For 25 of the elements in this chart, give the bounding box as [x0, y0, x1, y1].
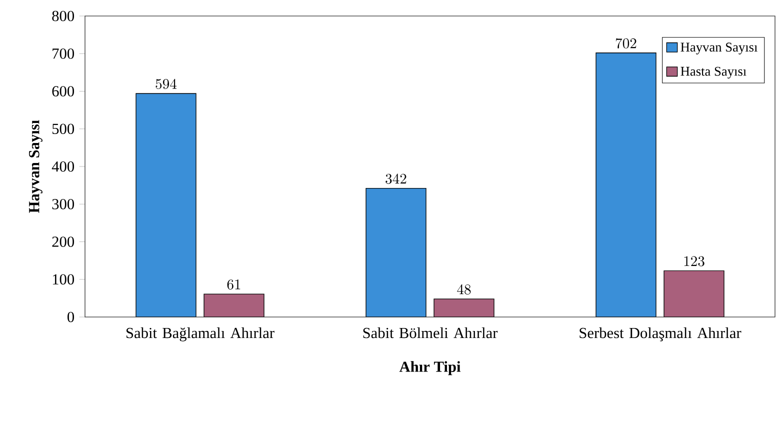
data-label: 702 — [616, 38, 636, 48]
y-tick-label: 0 — [68, 312, 74, 322]
y-tick-label: 700 — [52, 48, 74, 59]
data-label: 123 — [684, 256, 704, 266]
x-tick-label: Sabit Bölmeli Ahırlar — [363, 327, 498, 338]
data-label: 594 — [156, 78, 177, 90]
y-tick-label: 300 — [52, 198, 74, 210]
legend-label: Hasta Sayısı — [680, 66, 746, 79]
x-tick-label: Serbest Dolaşmalı Ahırlar — [580, 327, 742, 342]
bar — [434, 298, 494, 317]
bar — [204, 294, 264, 317]
x-axis-title: Ahır Tipi — [399, 361, 461, 376]
data-label: 342 — [386, 174, 406, 184]
y-tick-label: 600 — [52, 86, 74, 96]
y-tick-label: 500 — [52, 124, 74, 134]
y-tick-label: 400 — [52, 161, 74, 172]
legend-label: Hayvan Sayısı — [680, 42, 758, 54]
y-axis-title: Hayvan Sayısı — [29, 120, 42, 213]
x-tick-label: Sabit Bağlamalı Ahırlar — [126, 327, 274, 342]
data-label: 61 — [227, 280, 240, 290]
y-tick-label: 200 — [52, 236, 74, 247]
y-tick-label: 800 — [52, 10, 74, 22]
data-label: 48 — [457, 284, 471, 294]
bar — [664, 270, 724, 317]
y-tick-label: 100 — [52, 274, 74, 285]
